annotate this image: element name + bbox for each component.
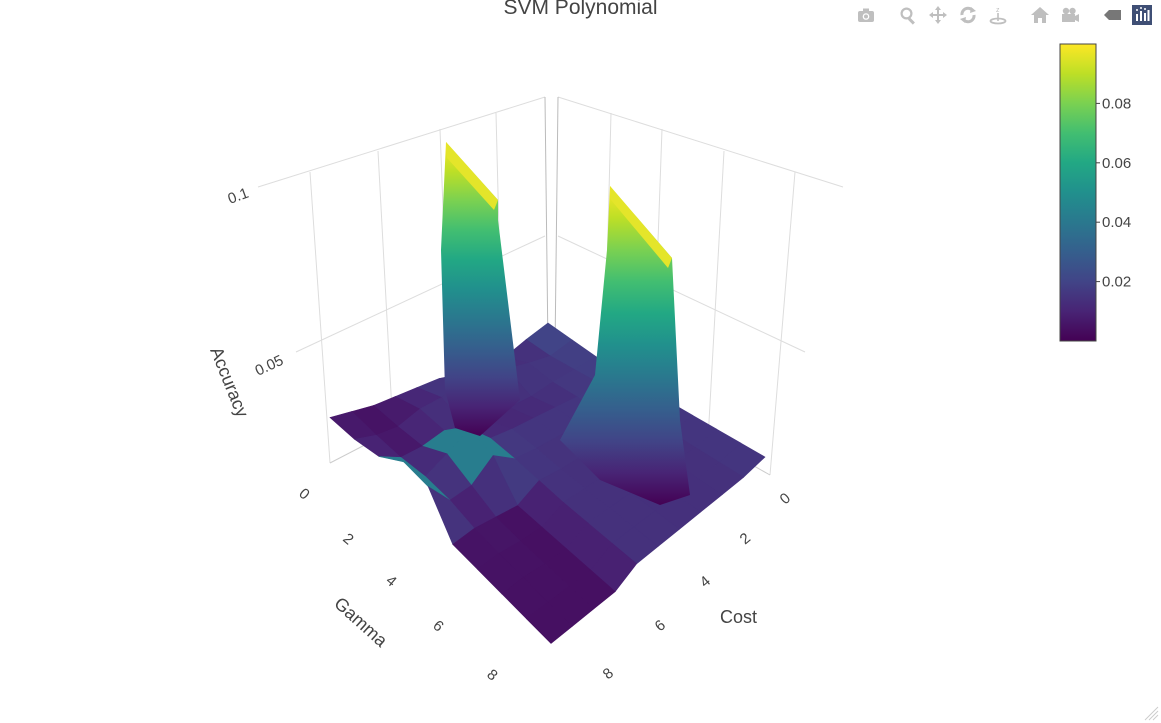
colorbar-tick-label: 0.08	[1102, 95, 1131, 112]
colorbar-tick-label: 0.06	[1102, 155, 1131, 172]
turntable-icon[interactable]: z	[987, 4, 1009, 26]
surface-peaks	[441, 142, 690, 505]
tag-icon[interactable]	[1101, 4, 1123, 26]
surface[interactable]	[329, 322, 766, 644]
y-axis-label: Gamma	[330, 593, 392, 651]
peak-right	[560, 186, 690, 505]
z-tick-label: 0.1	[226, 185, 251, 208]
x-tick-label: 0	[777, 490, 794, 508]
colorbar-tick-label: 0.04	[1102, 214, 1131, 231]
home-icon[interactable]	[1029, 4, 1051, 26]
colorbar-tick-label: 0.02	[1102, 274, 1131, 291]
resize-handle[interactable]	[1143, 705, 1159, 721]
camera-icon[interactable]	[855, 4, 877, 26]
peak-left	[441, 142, 520, 436]
y-tick-label: 4	[382, 572, 399, 590]
camera-view-icon[interactable]	[1059, 4, 1081, 26]
y-tick-label: 2	[339, 530, 356, 548]
colorbar: 0.02 0.04 0.06 0.08	[1059, 43, 1131, 342]
z-axis-label: Accuracy	[206, 344, 252, 420]
chart-title: SVM Polynomial	[503, 0, 658, 19]
plotly-logo-icon[interactable]	[1131, 4, 1153, 26]
y-tick-label: 6	[429, 617, 446, 635]
svg-text:z: z	[996, 7, 1000, 14]
peak-right-top	[610, 186, 672, 268]
y-tick-label: 8	[483, 666, 500, 684]
orbit-icon[interactable]	[957, 4, 979, 26]
zoom-icon[interactable]	[897, 4, 919, 26]
x-tick-label: 2	[737, 530, 754, 548]
peak-left-top	[446, 142, 498, 210]
x-tick-label: 4	[697, 573, 714, 591]
pan-icon[interactable]	[927, 4, 949, 26]
x-axis-label: Cost	[720, 607, 757, 627]
x-tick-label: 8	[600, 665, 617, 683]
x-tick-label: 6	[652, 617, 669, 635]
colorbar-gradient	[1059, 43, 1097, 342]
modebar: z	[847, 4, 1153, 26]
y-tick-label: 0	[295, 485, 312, 503]
z-tick-label: 0.05	[253, 352, 287, 380]
surface-patch	[525, 602, 573, 644]
